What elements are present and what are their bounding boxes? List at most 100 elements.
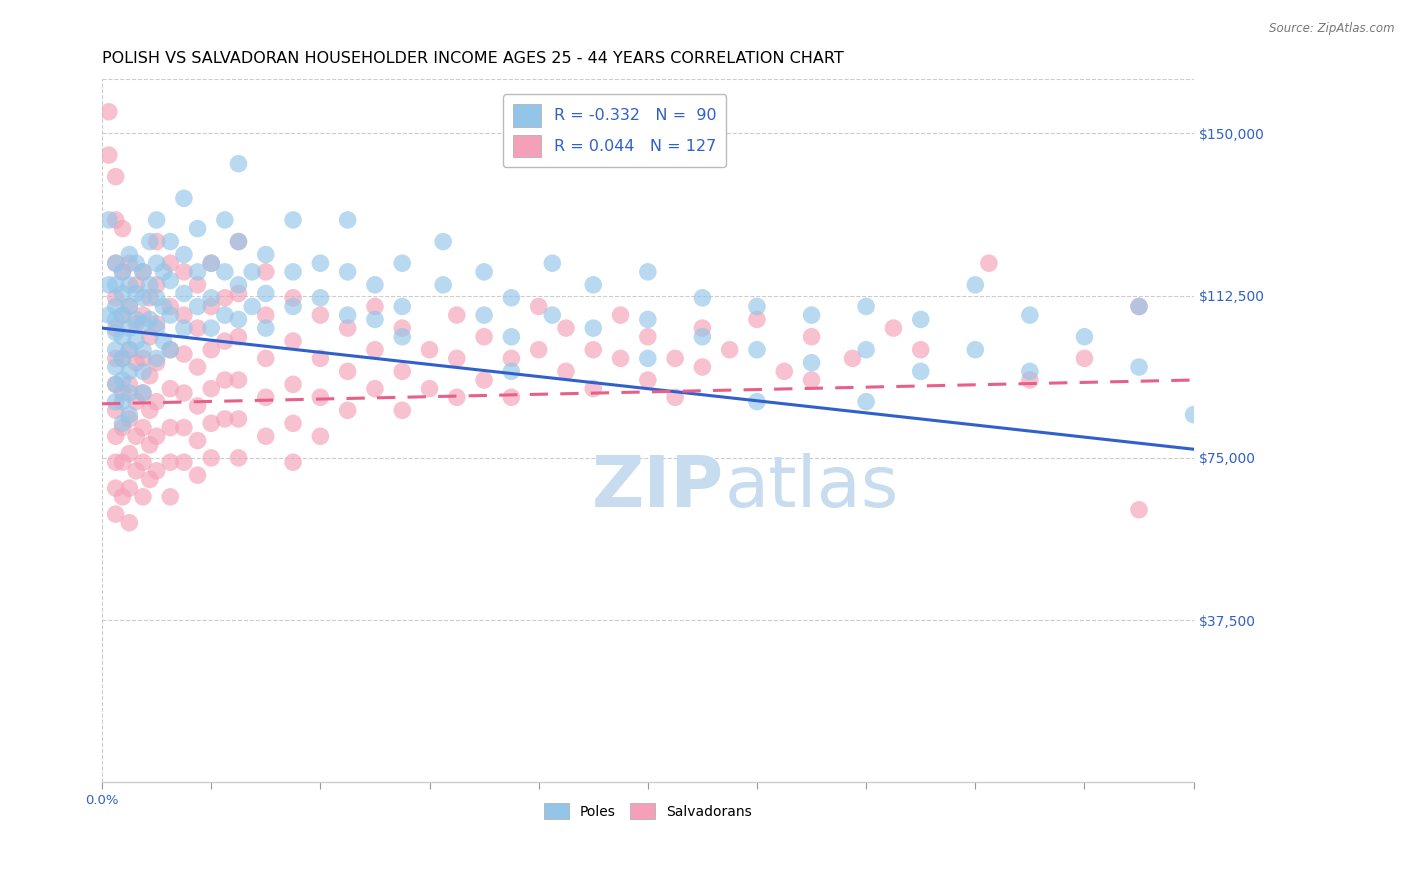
Point [145,277,167,292]
Point [97,308,120,322]
Point [159,300,181,314]
Point [228,277,250,292]
Point [132,455,155,469]
Point [364,277,387,292]
Point [104,394,127,409]
Point [118,446,141,460]
Point [254,247,277,261]
Point [446,351,468,366]
Point [145,317,167,331]
Point [773,364,796,378]
Point [104,403,127,417]
Point [104,277,127,292]
Point [637,265,659,279]
Point [118,408,141,422]
Point [582,343,605,357]
Point [118,247,141,261]
Point [187,359,209,374]
Point [745,312,768,326]
Point [104,481,127,495]
Point [800,308,823,322]
Point [882,321,904,335]
Point [200,417,222,431]
Point [432,277,454,292]
Point [692,359,714,374]
Point [1128,503,1150,517]
Point [111,373,134,387]
Point [145,351,167,366]
Point [527,300,550,314]
Point [1182,408,1205,422]
Point [200,343,222,357]
Point [111,330,134,344]
Point [187,265,209,279]
Point [125,334,148,348]
Point [125,317,148,331]
Point [228,412,250,426]
Point [336,364,359,378]
Point [187,277,209,292]
Point [125,356,148,370]
Point [173,286,195,301]
Point [977,256,1000,270]
Point [336,265,359,279]
Point [336,321,359,335]
Point [391,330,413,344]
Point [214,373,236,387]
Point [200,382,222,396]
Point [104,213,127,227]
Point [152,334,174,348]
Point [637,351,659,366]
Point [159,455,181,469]
Point [1128,359,1150,374]
Legend: Poles, Salvadorans: Poles, Salvadorans [538,797,758,824]
Point [132,351,155,366]
Point [118,516,141,530]
Point [145,356,167,370]
Point [139,277,162,292]
Point [228,373,250,387]
Point [104,359,127,374]
Point [200,291,222,305]
Point [139,291,162,305]
Point [187,300,209,314]
Point [111,417,134,431]
Point [104,169,127,184]
Point [200,256,222,270]
Point [582,277,605,292]
Point [745,394,768,409]
Point [1073,330,1095,344]
Point [1018,308,1040,322]
Point [145,291,167,305]
Point [159,343,181,357]
Point [132,265,155,279]
Point [281,300,304,314]
Point [111,351,134,366]
Point [104,300,127,314]
Point [855,394,877,409]
Point [527,343,550,357]
Point [1128,300,1150,314]
Text: Source: ZipAtlas.com: Source: ZipAtlas.com [1270,22,1395,36]
Point [336,308,359,322]
Point [104,343,127,357]
Point [104,507,127,521]
Point [228,235,250,249]
Point [637,312,659,326]
Point [173,191,195,205]
Point [145,256,167,270]
Text: POLISH VS SALVADORAN HOUSEHOLDER INCOME AGES 25 - 44 YEARS CORRELATION CHART: POLISH VS SALVADORAN HOUSEHOLDER INCOME … [103,51,844,66]
Point [104,351,127,366]
Point [187,321,209,335]
Point [104,321,127,335]
Point [187,399,209,413]
Point [152,300,174,314]
Point [214,412,236,426]
Point [111,490,134,504]
Point [187,434,209,448]
Point [173,321,195,335]
Point [97,104,120,119]
Point [132,386,155,401]
Point [125,286,148,301]
Point [501,390,523,404]
